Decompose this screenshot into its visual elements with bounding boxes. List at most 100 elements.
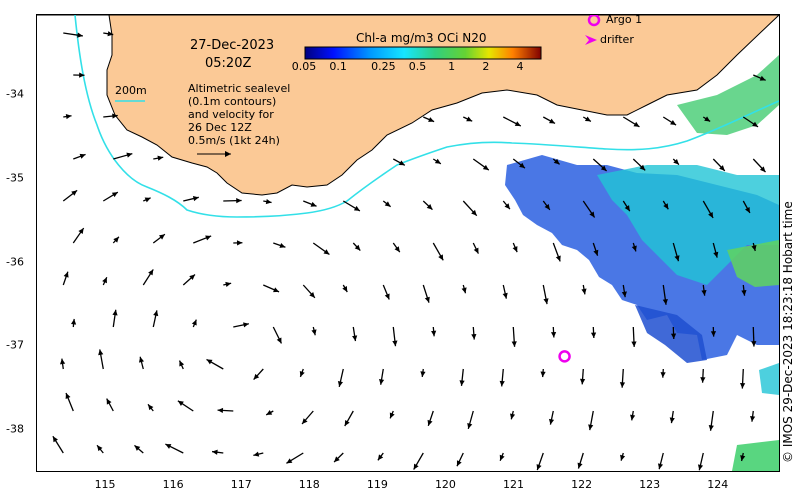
velocity-arrow-head xyxy=(63,271,69,278)
colorbar-tick-label: 0.25 xyxy=(371,60,396,73)
velocity-arrow-head xyxy=(311,329,317,336)
velocity-arrow-head xyxy=(536,464,542,471)
velocity-arrow-head xyxy=(342,286,348,293)
velocity-arrow-head xyxy=(619,382,626,388)
velocity-arrow-head xyxy=(236,198,242,204)
velocity-arrow-head xyxy=(745,206,750,213)
scale-arrow xyxy=(197,151,231,157)
velocity-arrow-head xyxy=(276,337,282,344)
velocity-arrow-head xyxy=(253,373,260,380)
chl-patch-se-green xyxy=(732,440,779,471)
x-tick-label: 124 xyxy=(707,478,729,491)
velocity-arrow-head xyxy=(719,165,725,171)
velocity-arrow-head xyxy=(71,190,78,196)
velocity-arrow-head xyxy=(165,444,172,449)
velocity-arrow-head xyxy=(502,292,508,299)
velocity-arrow-head xyxy=(512,246,518,253)
velocity-arrow-head xyxy=(98,349,104,356)
velocity-arrow-head xyxy=(657,463,664,470)
velocity-arrow-head xyxy=(299,370,305,377)
velocity-arrow-head xyxy=(179,360,185,367)
velocity-arrow-head xyxy=(392,340,398,347)
velocity-arrow-head xyxy=(584,116,591,122)
velocity-arrow-head xyxy=(212,449,218,455)
velocity-arrow-head xyxy=(424,296,430,303)
velocity-arrow-head xyxy=(697,464,704,471)
velocity-arrow-head xyxy=(344,420,350,427)
legend-line-1: Altimetric sealevel xyxy=(188,82,291,95)
argo-float-marker[interactable] xyxy=(558,350,571,363)
velocity-arrow-head xyxy=(225,281,232,287)
velocity-arrow-head xyxy=(461,287,467,294)
velocity-arrow-head xyxy=(740,383,746,389)
velocity-arrow-head xyxy=(148,269,154,276)
velocity-arrow-head xyxy=(70,318,77,325)
legend-line-2: (0.1m contours) xyxy=(188,95,277,108)
velocity-arrow-head xyxy=(378,379,385,385)
velocity-arrow-head xyxy=(79,153,86,159)
velocity-arrow-head xyxy=(243,322,249,328)
velocity-arrow-head xyxy=(337,381,343,387)
scale-label: 0.5m/s (1kt 24h) xyxy=(188,134,280,147)
velocity-arrow-head xyxy=(741,290,747,296)
x-tick-label: 122 xyxy=(571,478,593,491)
velocity-arrow-head xyxy=(134,445,141,451)
velocity-arrow-head xyxy=(673,158,679,165)
velocity-arrow-head xyxy=(543,298,549,305)
isobath-200m-line xyxy=(74,15,779,218)
velocity-arrow-head xyxy=(106,398,112,405)
velocity-arrow-head xyxy=(701,289,707,296)
velocity-arrow-head xyxy=(471,209,477,216)
velocity-arrow-head xyxy=(519,162,525,169)
velocity-arrow-head xyxy=(353,205,360,211)
velocity-arrow-head xyxy=(384,201,391,207)
velocity-arrow-head xyxy=(555,255,561,262)
velocity-arrow-head xyxy=(65,392,71,399)
velocity-arrow-head xyxy=(700,377,706,383)
velocity-arrow-head xyxy=(674,255,680,262)
velocity-arrow-head xyxy=(466,116,473,122)
chlorophyll-layer xyxy=(505,55,779,471)
velocity-arrow-head xyxy=(549,118,556,124)
velocity-arrow-head xyxy=(588,424,594,431)
y-tick-label: -36 xyxy=(6,255,24,269)
x-tick-label: 116 xyxy=(162,478,184,491)
velocity-arrow-head xyxy=(354,244,361,251)
colorbar-tick-label: 0.5 xyxy=(408,60,427,73)
velocity-arrow-head xyxy=(126,152,133,158)
chl-patch-green-east xyxy=(727,240,779,287)
argo-legend-label: Argo 1 xyxy=(606,13,643,26)
colorbar-title: Chl-a mg/m3 OCi N20 xyxy=(356,31,487,45)
velocity-arrow-head xyxy=(633,121,640,127)
velocity-arrow-head xyxy=(192,196,199,202)
velocity-arrow-head xyxy=(205,235,212,241)
x-tick-label: 118 xyxy=(298,478,320,491)
velocity-arrow-head xyxy=(662,299,668,305)
velocity-arrow-head xyxy=(759,75,766,81)
velocity-arrow-head xyxy=(467,422,473,429)
argo-legend-icon xyxy=(587,15,601,27)
y-tick-label: -34 xyxy=(6,87,24,101)
velocity-arrow-head xyxy=(499,454,505,461)
velocity-arrow-head xyxy=(206,359,213,365)
velocity-arrow-head xyxy=(153,310,159,317)
velocity-arrow-head xyxy=(589,211,595,218)
colorbar-tick-label: 0.05 xyxy=(291,60,317,73)
velocity-arrow-head xyxy=(750,415,756,422)
velocity-arrow-head xyxy=(550,331,557,338)
velocity-arrow-head xyxy=(97,445,103,452)
velocity-arrow-head xyxy=(112,113,118,119)
map-frame[interactable] xyxy=(36,14,780,472)
map-canvas[interactable] xyxy=(37,15,779,471)
velocity-arrow-head xyxy=(708,211,714,218)
velocity-arrow-head xyxy=(177,400,184,406)
velocity-arrow-head xyxy=(473,247,479,254)
velocity-arrow-head xyxy=(52,436,58,443)
velocity-arrow-head xyxy=(107,31,114,37)
velocity-arrow-head xyxy=(504,203,510,210)
velocity-arrow-head xyxy=(713,251,719,258)
velocity-arrow-head xyxy=(548,418,555,425)
y-tick-label: -35 xyxy=(6,171,24,185)
velocity-arrow-head xyxy=(553,158,560,165)
velocity-arrow-head xyxy=(621,291,627,298)
